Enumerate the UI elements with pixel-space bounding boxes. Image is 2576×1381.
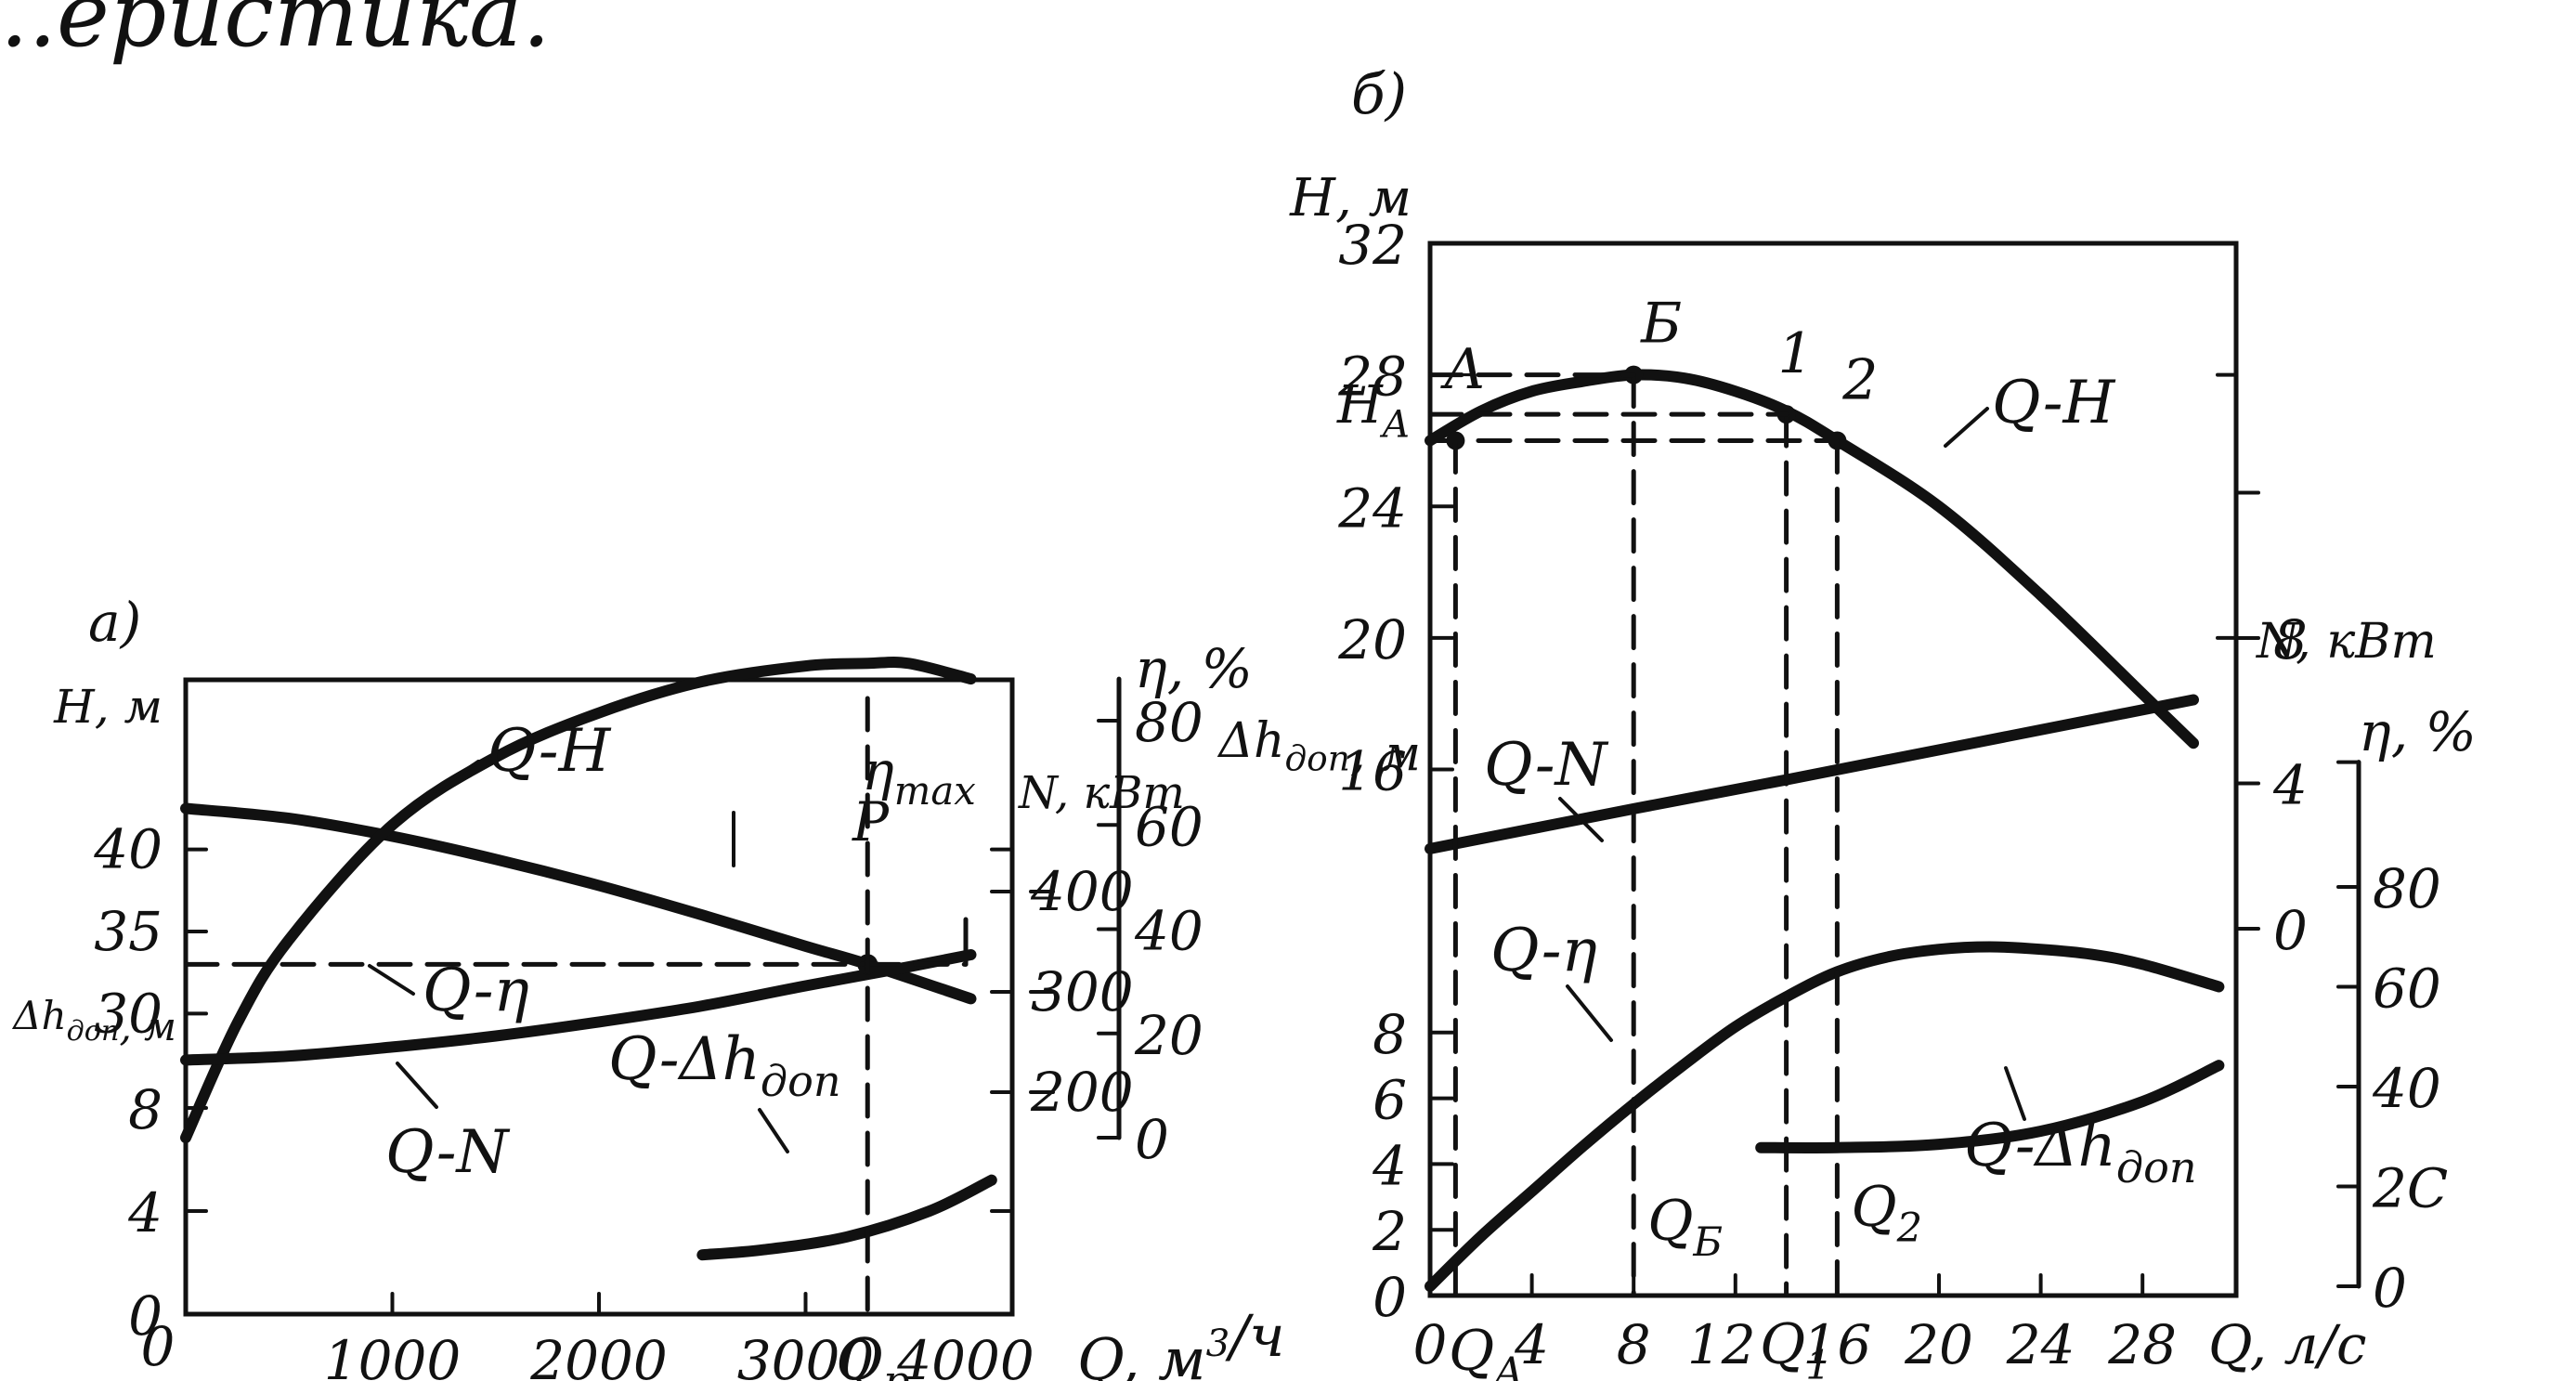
panel-b-h-tick-label: 6: [1373, 1069, 1407, 1132]
panel-b-efficiency-tick-label: 40: [2372, 1057, 2441, 1120]
panel-a-efficiency-tick-label: 60: [1135, 795, 1203, 858]
panel-a-qh-label: Q-H: [488, 717, 611, 786]
panel-a-power-tick-label: 400: [1030, 860, 1134, 923]
panel-b-ha-label: HA: [1336, 375, 1410, 447]
panel-b-x-tick-label: 8: [1617, 1313, 1651, 1376]
panel-b-power-axis-label: N, кВт: [2255, 614, 2437, 670]
panel-b-h-tick-label: 0: [1373, 1266, 1407, 1329]
panel-b-qn-label: Q-N: [1484, 731, 1608, 800]
panel-a-qeta-leader: [368, 964, 415, 996]
panel-a-series-qh-line: [696, 1174, 997, 1261]
panel-a-series-q-line: [180, 656, 977, 1143]
panel-b-series-qn-line: [1425, 694, 2199, 854]
panel-a-x-origin-label: 0: [141, 1315, 176, 1378]
panel-a-power-axis-label: N, кВт: [1018, 767, 1185, 819]
panel-a-p-label: P: [852, 790, 890, 853]
panel-b-h-tick-label: 16: [1338, 740, 1407, 803]
panel-b-x-tick-label: 12: [1687, 1313, 1756, 1376]
panel-a-npsh-axis-label: Δhдоп, м: [11, 993, 176, 1049]
panel-b-h-tick-label: 32: [1338, 214, 1407, 277]
panel-a-qp-label: Qр: [836, 1325, 909, 1381]
panel-a-h-tick-label: 40: [93, 818, 163, 881]
panel-b-qnpsh-leader: [2004, 1066, 2026, 1121]
panel-b-point-b-label: Б: [1640, 292, 1682, 357]
panel-a-label: а): [88, 591, 141, 654]
panel-a-efficiency-tick-label: 0: [1135, 1108, 1169, 1171]
panel-b-h-tick-label: 2: [1372, 1200, 1407, 1263]
panel-b-x-axis-label: Q, л/с: [2208, 1313, 2367, 1376]
panel-a-npsh-tick-label: 0: [128, 1284, 163, 1348]
panel-a-h-axis-label: H, м: [53, 680, 163, 734]
panel-b-h-tick-label: 28: [1337, 345, 1407, 409]
panel-b-x-tick-label: 16: [1802, 1313, 1871, 1376]
panel-a-h-tick-label: 30: [94, 982, 163, 1045]
panel-a-x-tick-label: 2000: [529, 1329, 668, 1381]
panel-b-series-qh-line: [1425, 369, 2199, 749]
panel-b-series-qhdon-line: [1755, 1060, 2225, 1153]
panel-b-x-tick-label: 20: [1904, 1313, 1973, 1376]
panel-a-power-tick-label: 200: [1030, 1061, 1134, 1124]
panel-b-label: б): [1351, 62, 1407, 127]
panel-b-h-tick-label: 24: [1337, 476, 1407, 540]
panel-a-efficiency-tick-label: 80: [1135, 691, 1203, 754]
panel-b-qa-label: QA: [1449, 1319, 1523, 1381]
panel-b-qh-label: Q-H: [1992, 369, 2115, 437]
panel-a-qeta-label: Q-η: [423, 957, 529, 1025]
panel-a-npsh-tick-label: 8: [128, 1078, 163, 1141]
panel-b-h-tick-label: 4: [1372, 1134, 1407, 1197]
panel-a-qn-leader: [396, 1062, 438, 1109]
panel-b-qeta-label: Q-η: [1490, 917, 1597, 985]
panel-b-point-2-label: 2: [1841, 347, 1878, 412]
panel-b-x-tick-label: 4: [1514, 1313, 1549, 1376]
panel-b-h-tick-label: 8: [1373, 1003, 1407, 1066]
panel-a-x-tick-label: 4000: [896, 1329, 1034, 1381]
panel-b-q1-label: Q1: [1760, 1312, 1831, 1381]
panel-a-x-tick-label: 3000: [737, 1329, 875, 1381]
panel-a-qn-label: Q-N: [385, 1118, 510, 1187]
panel-a-efficiency-tick-label: 40: [1134, 900, 1203, 963]
panel-b-qh-leader: [1944, 407, 1989, 448]
panel-b-point-1-label: 1: [1778, 321, 1814, 386]
panel-b-q2-label: Q2: [1851, 1175, 1922, 1252]
panel-b-x-origin-label: 0: [1413, 1313, 1448, 1376]
panel-a-qh-leader: [433, 760, 480, 793]
panel-b-npsh-axis-label: Δhдоп, м: [1216, 713, 1421, 783]
panel-b-qb-label: QБ: [1647, 1189, 1723, 1266]
panel-a-efficiency-axis-label: η, %: [1135, 637, 1253, 700]
panel-b-qn-leader: [1558, 797, 1604, 842]
panel-a-series-qn-line: [180, 949, 977, 1066]
page-heading-fragment: ..ерuстuка.: [0, 0, 551, 67]
panel-a-npsh-tick-label: 4: [127, 1181, 163, 1244]
panel-a-h-tick-label: 35: [94, 900, 163, 963]
panel-b-efficiency-tick-label: 2C: [2372, 1157, 2448, 1220]
panel-b-efficiency-tick-label: 80: [2373, 857, 2441, 920]
panel-b-power-tick-label: 4: [2272, 754, 2308, 817]
panel-b-qeta-leader: [1566, 984, 1613, 1042]
panel-a-qnpsh-label: Q-Δhдоп: [608, 1025, 841, 1106]
panel-a-efficiency-tick-label: 20: [1134, 1004, 1203, 1067]
panel-b-x-tick-label: 24: [2006, 1313, 2075, 1376]
panel-a-power-tick-label: 300: [1031, 960, 1134, 1023]
panel-a-qnpsh-leader: [758, 1108, 789, 1153]
panel-a-x-axis-label: Q, м3/ч: [1077, 1302, 1285, 1381]
panel-b-efficiency-tick-label: 0: [2373, 1257, 2407, 1320]
panel-b-efficiency-tick-label: 60: [2373, 958, 2441, 1021]
panel-a-series-qh-line: [180, 802, 977, 1005]
panel-b-x-tick-label: 28: [2107, 1313, 2177, 1376]
panel-b-h-tick-label: 20: [1337, 608, 1407, 671]
panel-b-series-q-line: [1425, 941, 2225, 1292]
panel-b-power-tick-label: 8: [2273, 608, 2308, 671]
panel-b-efficiency-axis-label: η, %: [2359, 700, 2477, 763]
panel-b-power-tick-label: 0: [2273, 899, 2308, 962]
panel-a-etamax-label: ηmax: [862, 739, 976, 814]
panel-b-h-axis-label: H, м: [1289, 168, 1412, 228]
panel-a-x-tick-label: 1000: [324, 1329, 462, 1381]
panel-b-qnpsh-label: Q-Δhдоп: [1964, 1112, 2197, 1192]
panel-b-point-a-label: А: [1440, 337, 1486, 402]
